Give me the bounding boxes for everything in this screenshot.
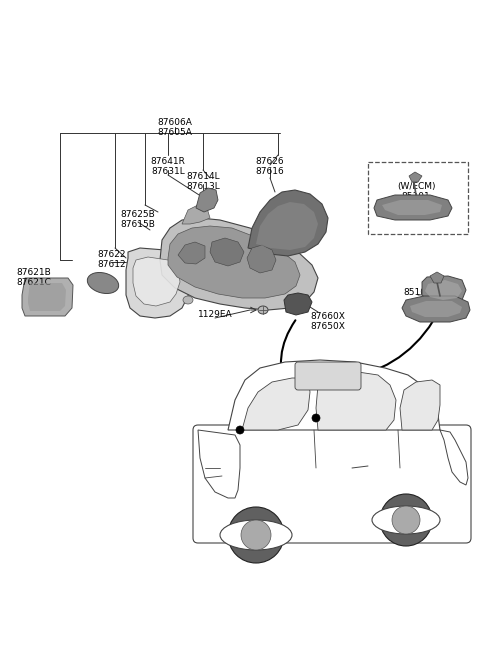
Polygon shape (168, 226, 300, 298)
Text: 87625B
87615B: 87625B 87615B (120, 210, 156, 230)
Text: 87614L
87613L: 87614L 87613L (186, 172, 220, 192)
Ellipse shape (228, 507, 284, 563)
Text: 87660X
87650X: 87660X 87650X (311, 312, 346, 331)
Polygon shape (198, 430, 240, 498)
Polygon shape (247, 245, 276, 273)
Polygon shape (126, 248, 192, 318)
Polygon shape (133, 257, 180, 306)
FancyBboxPatch shape (193, 425, 471, 543)
Polygon shape (242, 378, 310, 430)
Polygon shape (248, 190, 328, 256)
Polygon shape (178, 242, 205, 264)
Text: 87622
87612: 87622 87612 (98, 250, 126, 270)
Polygon shape (210, 238, 244, 266)
Polygon shape (425, 280, 462, 300)
Ellipse shape (183, 296, 193, 304)
Circle shape (312, 414, 320, 422)
Circle shape (236, 426, 244, 434)
Text: 87641R
87631L: 87641R 87631L (151, 157, 185, 176)
Text: 85101: 85101 (404, 288, 432, 297)
Polygon shape (382, 200, 442, 215)
Polygon shape (400, 380, 440, 430)
FancyBboxPatch shape (295, 362, 361, 390)
Ellipse shape (258, 306, 268, 314)
Polygon shape (28, 283, 66, 311)
Text: (W/ECM)
85101: (W/ECM) 85101 (397, 182, 435, 201)
Polygon shape (256, 202, 318, 250)
Text: 1129EA: 1129EA (198, 310, 232, 319)
Polygon shape (182, 205, 210, 224)
Polygon shape (402, 296, 470, 322)
Text: 87606A
87605A: 87606A 87605A (157, 118, 192, 137)
Ellipse shape (380, 494, 432, 546)
Ellipse shape (241, 520, 271, 550)
Text: 87626
87616: 87626 87616 (256, 157, 284, 176)
Polygon shape (374, 195, 452, 220)
Polygon shape (422, 276, 466, 304)
Polygon shape (409, 172, 422, 182)
Ellipse shape (87, 272, 119, 293)
Polygon shape (284, 293, 312, 315)
Polygon shape (196, 188, 218, 212)
Polygon shape (22, 278, 73, 316)
Polygon shape (160, 218, 318, 310)
Ellipse shape (220, 520, 292, 550)
Polygon shape (316, 372, 396, 430)
Ellipse shape (372, 506, 440, 534)
Polygon shape (430, 272, 444, 283)
Polygon shape (228, 360, 440, 430)
Ellipse shape (392, 506, 420, 534)
Polygon shape (440, 430, 468, 485)
Polygon shape (410, 301, 462, 317)
Text: 87621B
87621C: 87621B 87621C (17, 268, 51, 287)
